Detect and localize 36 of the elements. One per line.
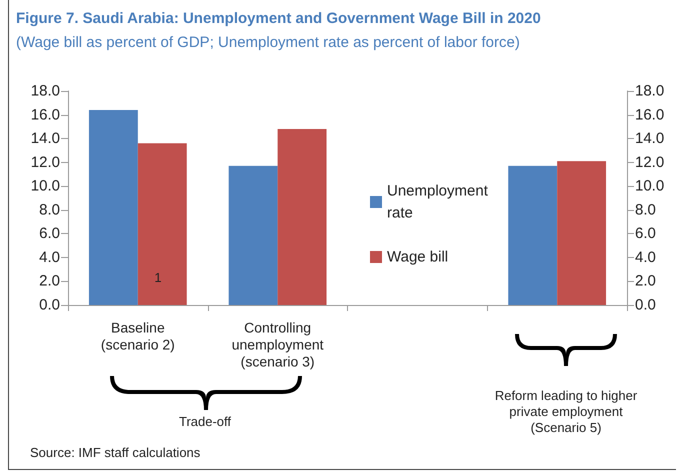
annotation: 1: [154, 270, 162, 286]
y2-tick-label: 16.0: [635, 106, 664, 124]
y2-tick-label: 18.0: [635, 82, 664, 100]
bar: [278, 129, 327, 305]
y2-tick-label: 2.0: [635, 272, 656, 290]
chart-subtitle: (Wage bill as percent of GDP; Unemployment rate as percent of labor force): [16, 34, 520, 51]
source-note: Source: IMF staff calculations: [30, 445, 200, 461]
y-tick-label: 6.0: [39, 225, 60, 242]
legend-label: Wage bill: [387, 248, 448, 266]
y-tick-label: 2.0: [39, 272, 60, 290]
bar: [228, 166, 278, 305]
y-tick-label: 4.0: [39, 248, 60, 266]
y-tick-label: 18.0: [30, 82, 60, 100]
x-tick-label: Baseline (scenario 2): [100, 320, 175, 352]
bar: [88, 110, 138, 305]
y2-tick-label: 14.0: [635, 130, 664, 148]
y2-tick-label: 12.0: [635, 154, 664, 171]
y2-tick-label: 6.0: [635, 225, 656, 242]
y-tick-label: 12.0: [30, 154, 60, 171]
y2-tick-label: 0.0: [635, 296, 656, 314]
y2-tick-label: 10.0: [635, 178, 664, 195]
y-tick-label: 14.0: [30, 130, 60, 148]
y2-tick-label: 4.0: [635, 248, 656, 266]
bar: [138, 143, 187, 305]
y2-tick-label: 8.0: [635, 201, 656, 218]
text: Reform leading to higher private employment (Scenario 5): [494, 388, 638, 436]
y-tick-label: 16.0: [30, 106, 60, 124]
x-tick-label: Controlling unemployment (scenario 3): [232, 320, 324, 370]
y-tick-label: 10.0: [30, 178, 60, 195]
chart-title: Figure 7. Saudi Arabia: Unemployment and Government Wage Bill in 2020: [16, 10, 541, 27]
legend-label: Unemployment rate: [387, 182, 489, 222]
text: Trade-off: [178, 414, 232, 430]
y-tick-label: 0.0: [39, 296, 60, 314]
bar: [557, 161, 606, 305]
y-tick-label: 8.0: [39, 201, 60, 218]
bar: [508, 166, 558, 305]
